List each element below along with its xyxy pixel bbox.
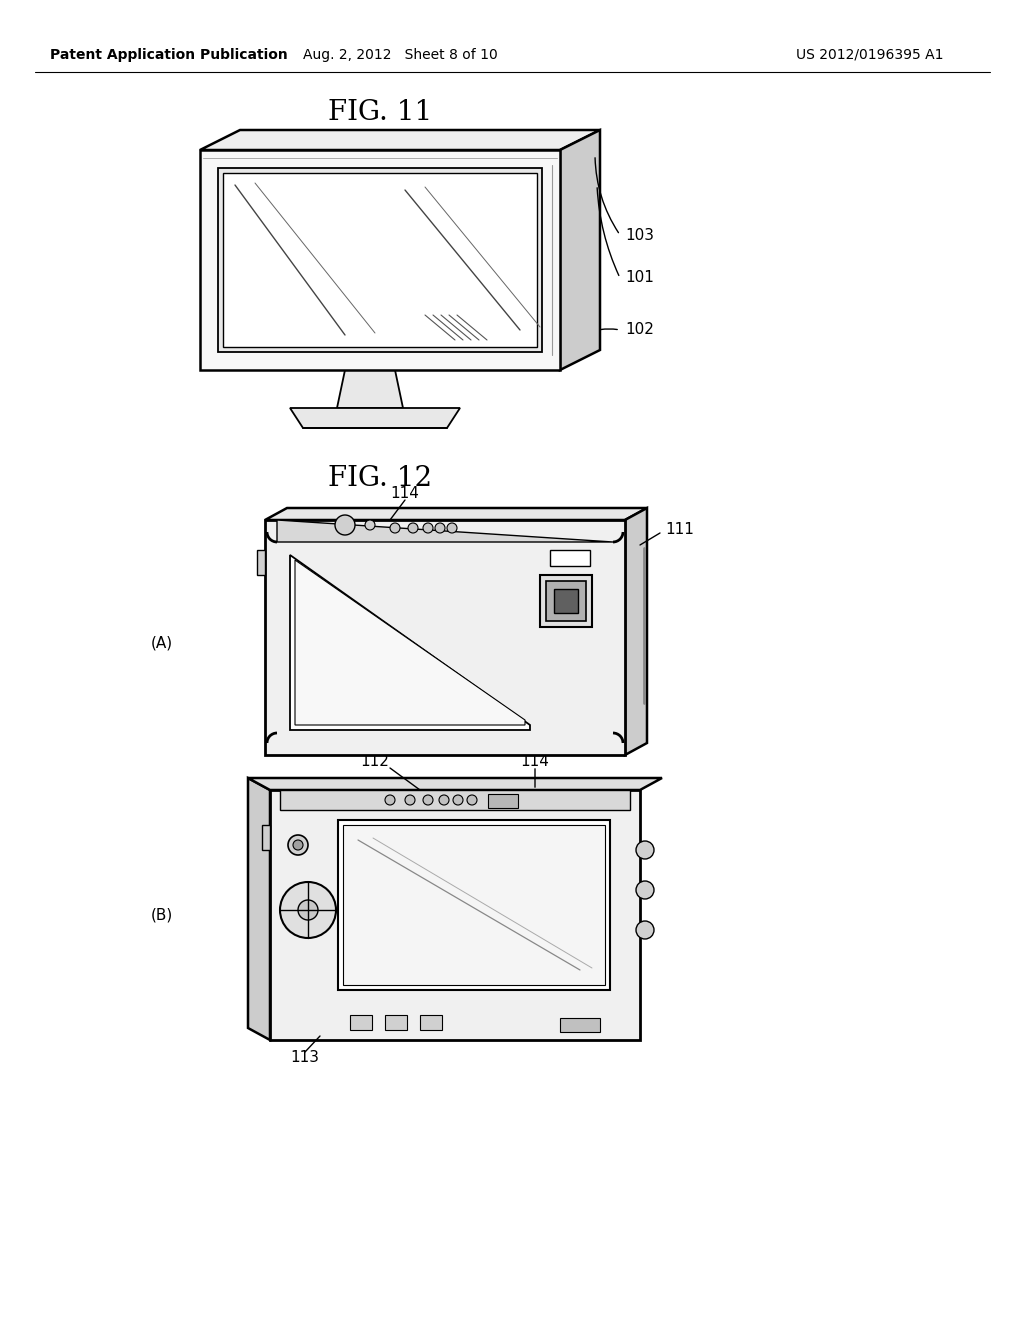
Circle shape [408, 523, 418, 533]
Circle shape [293, 840, 303, 850]
Circle shape [298, 900, 318, 920]
Text: 101: 101 [625, 271, 654, 285]
Text: 102: 102 [625, 322, 654, 338]
Polygon shape [223, 173, 537, 347]
Circle shape [636, 880, 654, 899]
Polygon shape [265, 508, 647, 520]
Text: Patent Application Publication: Patent Application Publication [50, 48, 288, 62]
Circle shape [439, 795, 449, 805]
Polygon shape [290, 408, 460, 428]
Circle shape [385, 795, 395, 805]
Text: 103: 103 [625, 227, 654, 243]
Polygon shape [420, 1015, 442, 1030]
Text: 114: 114 [520, 755, 550, 770]
Text: FIG. 12: FIG. 12 [328, 465, 432, 491]
Polygon shape [337, 370, 403, 408]
Polygon shape [488, 795, 518, 808]
Circle shape [390, 523, 400, 533]
Circle shape [423, 523, 433, 533]
Text: US 2012/0196395 A1: US 2012/0196395 A1 [797, 48, 944, 62]
Circle shape [423, 795, 433, 805]
Circle shape [453, 795, 463, 805]
Polygon shape [200, 150, 560, 370]
Circle shape [636, 921, 654, 939]
Text: (A): (A) [151, 635, 173, 651]
Text: 111: 111 [665, 523, 694, 537]
Polygon shape [218, 168, 542, 352]
Circle shape [288, 836, 308, 855]
Polygon shape [262, 825, 270, 850]
Circle shape [636, 841, 654, 859]
Polygon shape [248, 777, 270, 1040]
Circle shape [365, 520, 375, 531]
Polygon shape [625, 508, 647, 755]
Circle shape [447, 523, 457, 533]
Polygon shape [257, 550, 265, 576]
Circle shape [280, 882, 336, 939]
Text: 113: 113 [291, 1051, 319, 1065]
Text: 112: 112 [360, 755, 389, 770]
Polygon shape [280, 789, 630, 810]
Polygon shape [560, 129, 600, 370]
Polygon shape [550, 550, 590, 566]
Circle shape [406, 795, 415, 805]
Polygon shape [338, 820, 610, 990]
Polygon shape [265, 520, 625, 755]
Polygon shape [278, 520, 613, 543]
Polygon shape [546, 581, 586, 620]
Text: Aug. 2, 2012   Sheet 8 of 10: Aug. 2, 2012 Sheet 8 of 10 [303, 48, 498, 62]
Circle shape [335, 515, 355, 535]
Circle shape [435, 523, 445, 533]
Polygon shape [270, 789, 640, 1040]
Polygon shape [560, 1018, 600, 1032]
Text: 114: 114 [390, 487, 420, 502]
Polygon shape [385, 1015, 407, 1030]
Circle shape [467, 795, 477, 805]
Polygon shape [200, 129, 600, 150]
Polygon shape [554, 589, 578, 612]
Polygon shape [248, 777, 662, 789]
Polygon shape [343, 825, 605, 985]
Text: (B): (B) [151, 908, 173, 923]
Polygon shape [350, 1015, 372, 1030]
Polygon shape [290, 554, 530, 730]
Text: FIG. 11: FIG. 11 [328, 99, 432, 125]
Polygon shape [540, 576, 592, 627]
Polygon shape [295, 560, 525, 725]
